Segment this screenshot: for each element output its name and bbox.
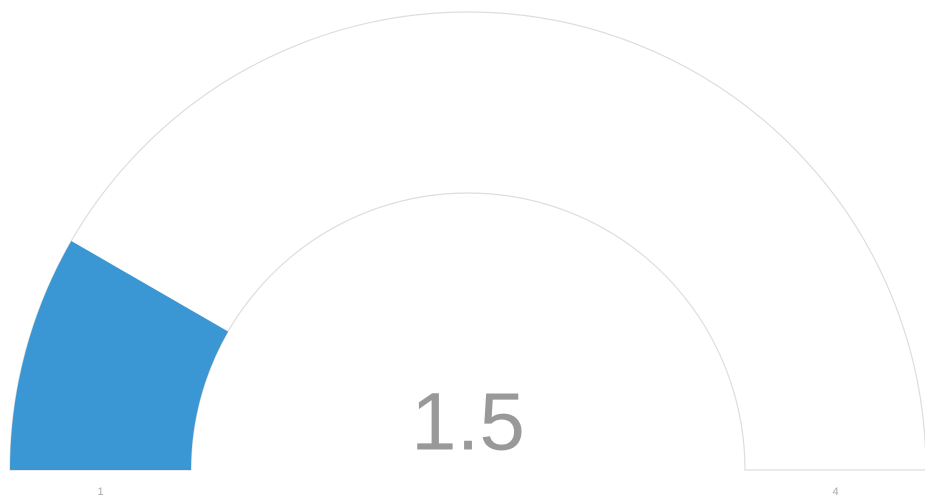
gauge-value-label: 1.5 <box>411 377 525 468</box>
gauge-tick-label: 4 <box>832 486 838 498</box>
gauge-value-arc <box>10 241 229 470</box>
gauge-tick-label: 1 <box>97 486 103 498</box>
gauge-track <box>9 11 925 471</box>
